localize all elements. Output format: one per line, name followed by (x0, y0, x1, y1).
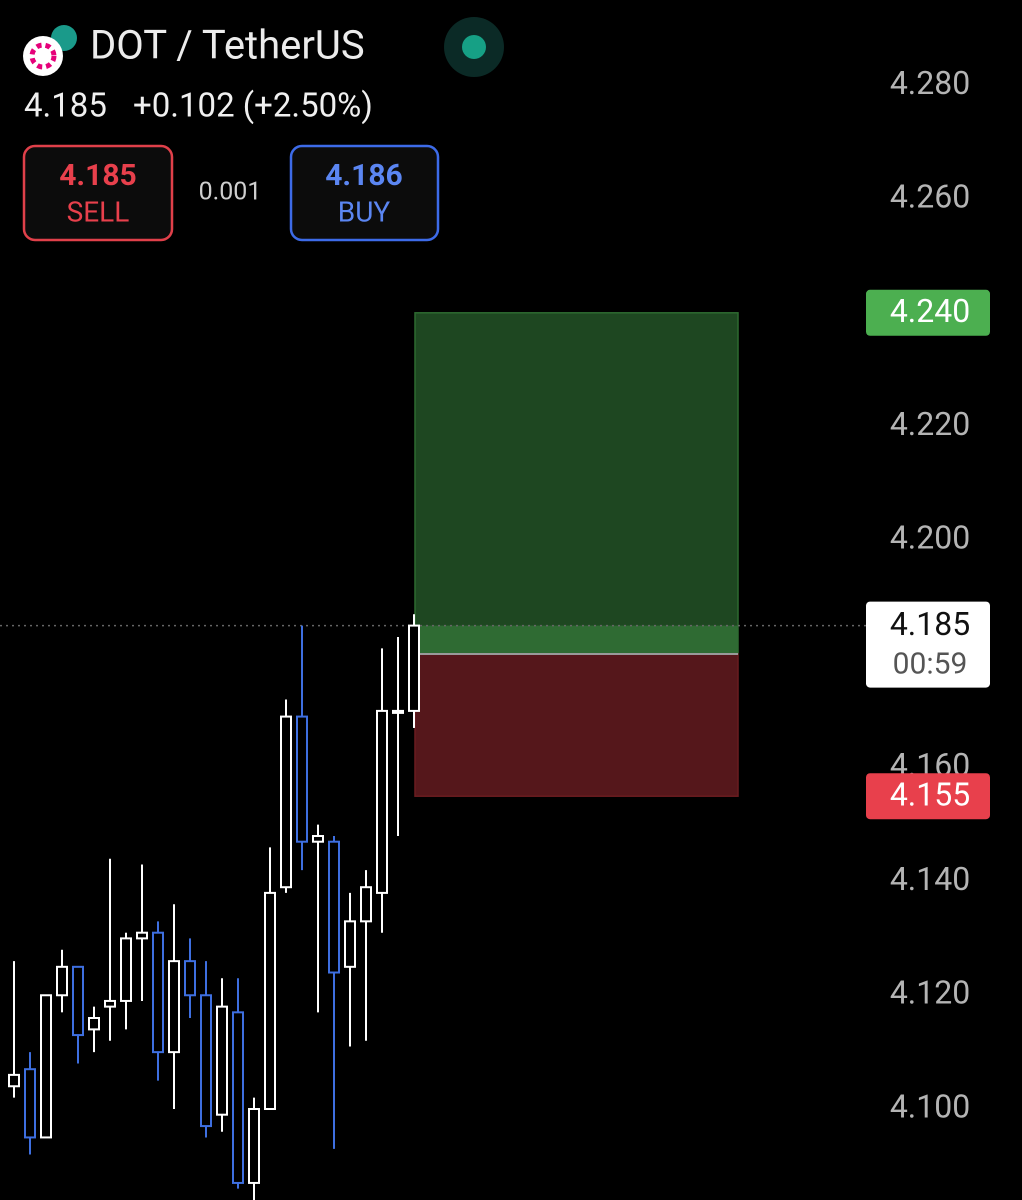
candle-body (296, 715, 308, 843)
candle-body (248, 1108, 260, 1184)
candle-body (264, 891, 276, 1111)
candle-body (72, 965, 84, 1037)
y-tick-label: 4.260 (890, 178, 970, 216)
candle-body (360, 886, 372, 923)
y-tick-label: 4.140 (890, 860, 970, 898)
coin-icon (23, 36, 63, 76)
header: DOT / TetherUS 4.185 +0.102 (+2.50%) 4.1… (22, 17, 504, 242)
plot-area (0, 312, 866, 1200)
sell-button[interactable] (22, 144, 174, 242)
candle-body (184, 960, 196, 997)
y-tick-label: 4.200 (890, 519, 970, 557)
coin-icon-mark (29, 42, 57, 70)
candle-body (152, 931, 164, 1054)
buy-button[interactable] (289, 144, 440, 242)
symbol-title: DOT / TetherUS (90, 22, 365, 69)
y-tick-label: 4.100 (890, 1087, 970, 1125)
buy-price: 4.186 (325, 158, 403, 193)
sell-label: SELL (67, 195, 130, 228)
current-price-label: 4.185 (890, 605, 970, 643)
candle-body (56, 965, 68, 997)
candle-body (328, 840, 340, 974)
candle-body (376, 709, 388, 894)
candle-body (280, 715, 292, 889)
countdown: 00:59 (893, 647, 968, 682)
candle-body (40, 994, 52, 1139)
spread: 0.001 (199, 178, 262, 207)
candle-body (344, 920, 356, 968)
y-tick-label: 4.280 (890, 64, 970, 102)
candle-body (408, 624, 420, 712)
target-label: 4.240 (890, 292, 970, 330)
price-axis: 4.2804.2604.2404.2204.2004.1804.1604.140… (866, 64, 1022, 1125)
target-label-box (866, 289, 990, 336)
candle-body (24, 1068, 36, 1139)
candle-body (8, 1073, 20, 1088)
last-price: 4.185 (24, 87, 107, 126)
candle-body (88, 1017, 100, 1031)
candle-body (312, 835, 324, 843)
current-price-box (866, 601, 990, 688)
y-tick-label: 4.120 (890, 974, 970, 1012)
candle-body (120, 937, 132, 1002)
sell-price: 4.185 (59, 158, 137, 193)
candle-body (104, 999, 116, 1008)
loss-zone (414, 653, 739, 797)
candle-body (232, 1011, 244, 1184)
candle-body (200, 994, 212, 1128)
candle-body (168, 960, 180, 1054)
status-dot (462, 35, 486, 59)
candle-body (136, 931, 148, 940)
stop-label: 4.155 (890, 776, 970, 814)
y-tick-label: 4.220 (890, 405, 970, 443)
buy-label: BUY (338, 195, 391, 228)
stop-label-box (866, 773, 990, 820)
unrealized-profit (415, 625, 738, 655)
price-change: +0.102 (+2.50%) (133, 87, 373, 126)
candle-body (392, 709, 404, 714)
profit-zone (414, 312, 739, 655)
candle-body (216, 1005, 228, 1116)
